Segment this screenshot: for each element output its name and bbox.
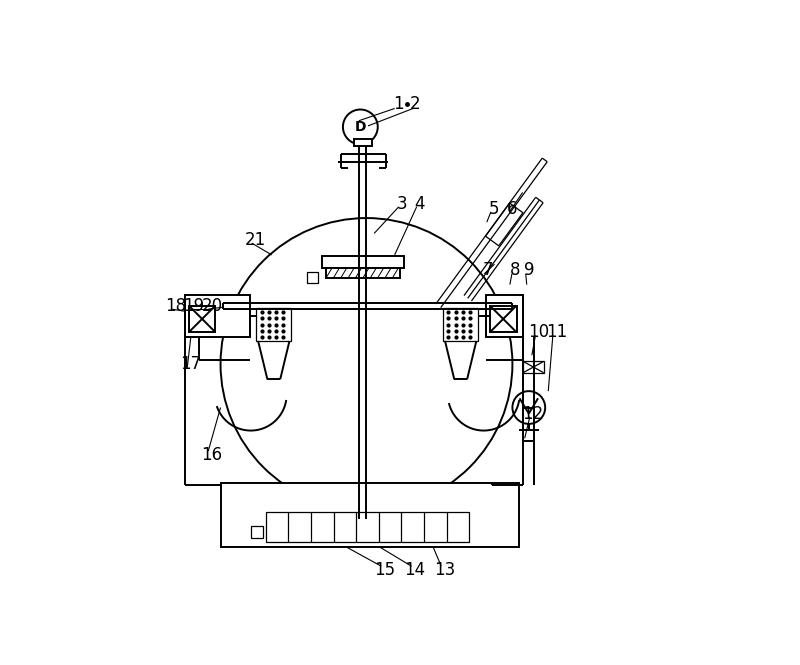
- Bar: [523, 361, 544, 372]
- Bar: [486, 295, 522, 337]
- Bar: [490, 306, 517, 332]
- Text: 1: 1: [394, 95, 404, 113]
- Text: 5: 5: [490, 200, 500, 218]
- Bar: [266, 512, 470, 542]
- Text: 4: 4: [414, 195, 425, 213]
- Text: 10: 10: [529, 323, 550, 340]
- Text: 21: 21: [245, 231, 266, 249]
- Bar: [256, 308, 291, 341]
- Bar: [326, 268, 400, 278]
- Text: 15: 15: [374, 561, 395, 579]
- Text: 7: 7: [483, 261, 494, 279]
- Text: 12: 12: [522, 405, 543, 423]
- Bar: [354, 139, 372, 146]
- Bar: [221, 483, 518, 547]
- Text: 18: 18: [165, 297, 186, 315]
- Text: 8: 8: [510, 261, 521, 279]
- Bar: [189, 306, 215, 332]
- Bar: [185, 295, 250, 337]
- Text: D: D: [354, 120, 366, 134]
- Text: 14: 14: [405, 561, 426, 579]
- Bar: [322, 257, 404, 268]
- Text: 13: 13: [434, 561, 455, 579]
- Circle shape: [513, 391, 545, 424]
- Text: 11: 11: [546, 323, 567, 340]
- Bar: [443, 308, 478, 341]
- Text: 16: 16: [201, 446, 222, 464]
- Text: 2: 2: [410, 95, 421, 113]
- Text: 19: 19: [183, 297, 205, 315]
- Circle shape: [343, 110, 378, 144]
- Text: 20: 20: [202, 297, 222, 315]
- Bar: [306, 272, 318, 283]
- Text: 3: 3: [397, 195, 408, 213]
- Text: 6: 6: [507, 200, 518, 218]
- Text: 17: 17: [180, 355, 202, 373]
- Bar: [251, 526, 262, 537]
- Text: 9: 9: [523, 261, 534, 279]
